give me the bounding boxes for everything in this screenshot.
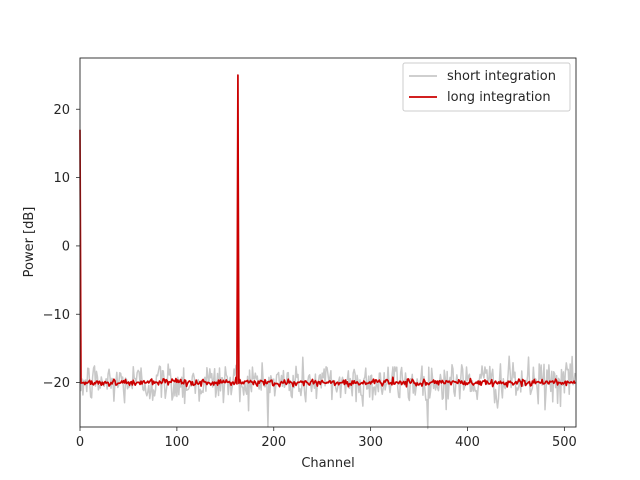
legend-label-short-integration: short integration: [447, 69, 556, 84]
legend: short integration long integration: [403, 63, 570, 111]
x-tick-label: 400: [455, 435, 480, 450]
x-axis-ticks: 0 100 200 300 400 500: [76, 427, 577, 450]
y-tick-label: 0: [62, 239, 70, 254]
y-axis-ticks: −20 −10 0 10 20: [43, 103, 80, 391]
x-tick-label: 200: [261, 435, 286, 450]
x-tick-label: 300: [358, 435, 383, 450]
y-tick-label: 10: [53, 171, 70, 186]
x-tick-label: 0: [76, 435, 84, 450]
x-axis-label: Channel: [301, 456, 354, 471]
legend-label-long-integration: long integration: [447, 90, 551, 105]
y-tick-label: −20: [43, 376, 70, 391]
y-tick-label: −10: [43, 308, 70, 323]
y-tick-label: 20: [53, 103, 70, 118]
x-tick-label: 100: [164, 435, 189, 450]
y-axis-label: Power [dB]: [22, 207, 37, 278]
x-tick-label: 500: [552, 435, 577, 450]
